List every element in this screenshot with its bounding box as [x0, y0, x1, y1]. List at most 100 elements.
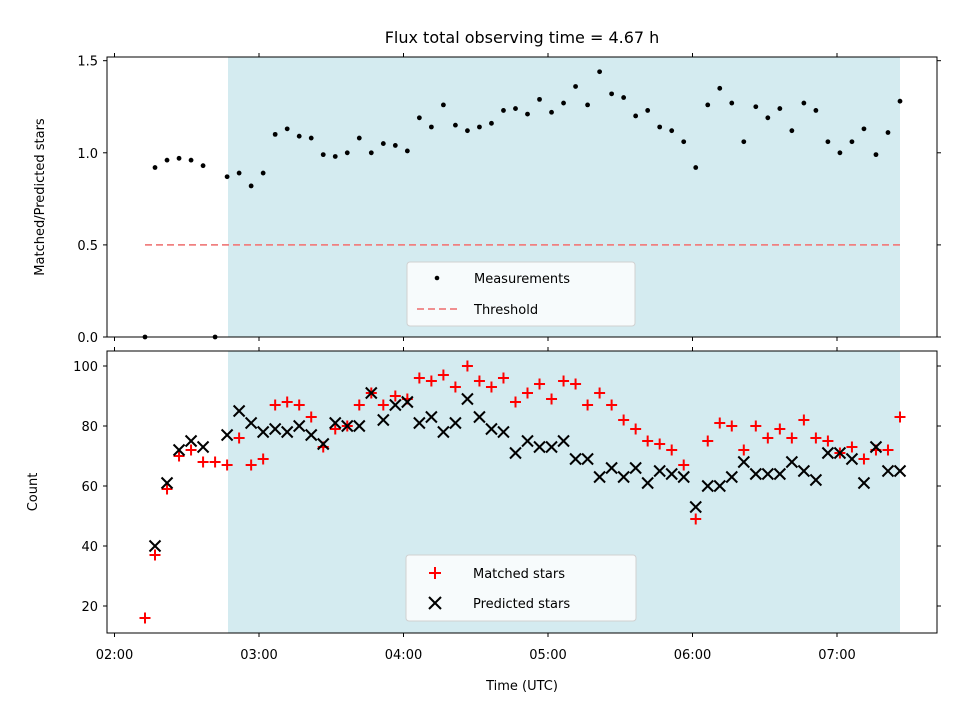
matched-star-point [810, 432, 822, 444]
predicted-star-point [509, 446, 522, 460]
matched-star-point [173, 450, 185, 462]
predicted-star-point [377, 413, 390, 427]
predicted-star-point [365, 386, 378, 400]
measurement-point [272, 131, 278, 137]
matched-star-point [197, 456, 209, 468]
predicted-star-point [593, 470, 606, 484]
predicted-star-point [497, 425, 510, 439]
predicted-star-point [172, 443, 186, 457]
predicted-star-point [353, 419, 366, 433]
matched-star-point [702, 435, 714, 447]
predicted-star-point [232, 404, 246, 418]
matched-star-point [437, 369, 449, 381]
measurement-point [801, 100, 807, 106]
predicted-star-point [749, 467, 763, 481]
matched-star-point [654, 438, 666, 450]
measurement-point [561, 100, 566, 106]
measurement-point [344, 150, 350, 156]
measurement-point [813, 108, 819, 113]
predicted-star-point [821, 446, 835, 460]
predicted-star-point [785, 455, 799, 469]
measurement-point [861, 126, 867, 132]
matched-star-point [774, 423, 786, 435]
predicted-star-point [737, 455, 751, 469]
measurement-point [645, 108, 651, 113]
measurement-point [453, 122, 458, 128]
matched-star-point [726, 420, 738, 432]
matched-star-point [546, 393, 558, 405]
measurement-point [489, 120, 494, 126]
measurement-point [320, 152, 326, 158]
matched-star-point [233, 432, 245, 444]
measurement-point [356, 135, 362, 141]
predicted-star-point [148, 539, 162, 553]
measurement-point [392, 143, 398, 148]
measurement-point [428, 124, 434, 130]
predicted-star-point [845, 452, 859, 466]
matched-star-point [245, 459, 257, 471]
matched-star-point [570, 378, 582, 390]
predicted-star-point [220, 428, 234, 442]
predicted-star-point [341, 419, 354, 433]
y-tick-label: 0.0 [77, 331, 98, 346]
predicted-star-point [437, 425, 450, 439]
measurement-point [633, 113, 639, 119]
legend-label-threshold: Threshold [473, 303, 538, 318]
matched-star-point [522, 387, 534, 399]
legend-label-matched: Matched stars [473, 567, 565, 582]
measurement-point [693, 165, 699, 170]
x-tick-label: 02:00 [96, 648, 133, 663]
predicted-star-point [317, 437, 330, 451]
predicted-star-point [713, 479, 726, 493]
measurement-point [380, 141, 386, 146]
predicted-star-point [449, 416, 462, 430]
predicted-star-point [701, 479, 714, 493]
measurement-point [164, 157, 170, 163]
legend-marker-measurements [434, 275, 440, 281]
legend-label-predicted: Predicted stars [473, 597, 570, 612]
measurement-point [404, 148, 410, 154]
predicted-star-point [533, 440, 546, 454]
matched-star-point [221, 459, 233, 471]
measurement-point [897, 98, 903, 104]
measurement-point [885, 130, 891, 135]
y-tick-label: 60 [81, 480, 98, 495]
measurement-point [669, 128, 675, 134]
measurement-point [777, 106, 783, 111]
predicted-star-point [725, 470, 738, 484]
measurement-point [368, 150, 374, 156]
measurement-point [609, 91, 615, 97]
measurement-point [308, 135, 314, 141]
legend-bottom: Matched stars Predicted stars [405, 554, 637, 622]
predicted-star-point [305, 428, 318, 442]
matched-star-point [846, 441, 858, 453]
matched-star-point [461, 360, 473, 372]
measurement-point [573, 84, 578, 89]
predicted-star-point [461, 392, 474, 406]
matched-star-point [558, 375, 570, 387]
measurement-point [681, 139, 687, 145]
y-axis-label-top: Matched/Predicted stars [33, 118, 48, 276]
axes-frame-top [106, 56, 938, 338]
measurement-point [621, 95, 627, 100]
measurement-point [717, 85, 723, 91]
predicted-star-point [797, 464, 811, 478]
matched-star-point [666, 444, 678, 456]
matched-star-point [822, 435, 834, 447]
measurement-point [248, 183, 254, 189]
measurement-point [753, 104, 759, 110]
measurement-point [260, 170, 266, 176]
predicted-star-point [545, 440, 558, 454]
matched-star-point [678, 459, 690, 471]
predicted-star-point [653, 464, 666, 478]
measurement-point [465, 128, 470, 134]
predicted-star-point [881, 464, 895, 478]
measurement-point [284, 126, 290, 132]
measurement-point [537, 96, 542, 102]
matched-star-point [894, 411, 906, 423]
matched-star-point [762, 432, 774, 444]
predicted-star-point [521, 434, 534, 448]
matched-star-point [786, 432, 798, 444]
predicted-star-point [244, 416, 258, 430]
